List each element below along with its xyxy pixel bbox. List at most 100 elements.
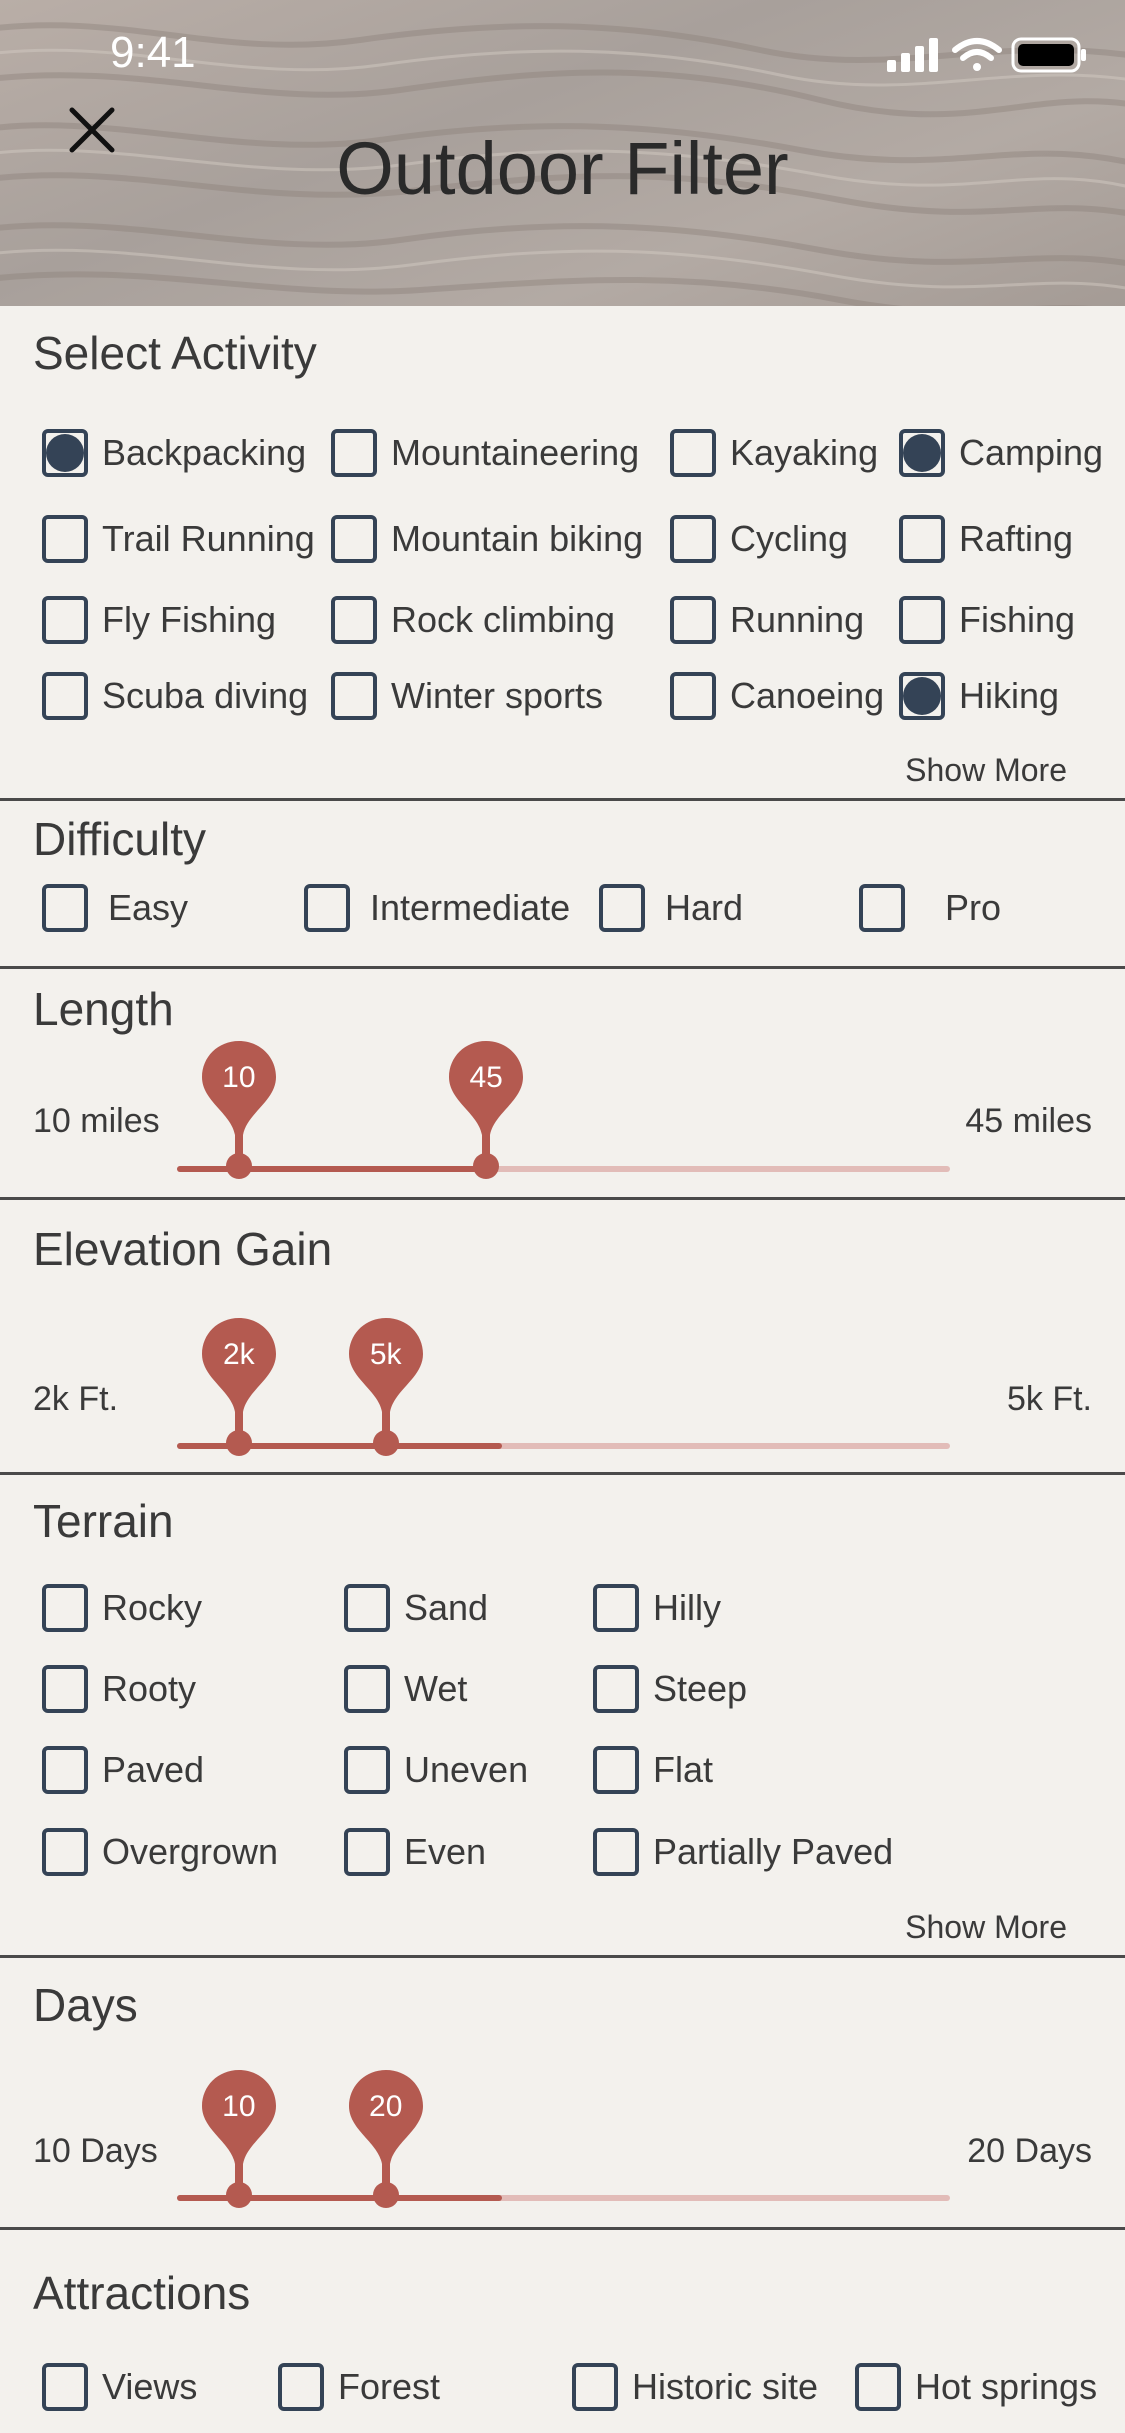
divider xyxy=(0,2227,1125,2230)
days-slider-fill xyxy=(177,2195,502,2201)
activity-option-kayaking[interactable]: Kayaking xyxy=(670,429,878,477)
checkbox[interactable] xyxy=(344,1828,390,1876)
checkbox[interactable] xyxy=(278,2363,324,2411)
attractions-option-hot-springs[interactable]: Hot springs xyxy=(855,2363,1097,2411)
activity-option-rafting[interactable]: Rafting xyxy=(899,515,1073,563)
terrain-option-overgrown[interactable]: Overgrown xyxy=(42,1828,278,1876)
difficulty-option-pro[interactable]: Pro xyxy=(859,884,1001,932)
days-max-handle[interactable]: 20 xyxy=(348,2068,424,2208)
activity-option-camping[interactable]: Camping xyxy=(899,429,1103,477)
terrain-option-rooty[interactable]: Rooty xyxy=(42,1665,196,1713)
activity-option-fly-fishing[interactable]: Fly Fishing xyxy=(42,596,276,644)
checkbox[interactable] xyxy=(670,515,716,563)
activity-option-trail-running[interactable]: Trail Running xyxy=(42,515,315,563)
checkbox[interactable] xyxy=(42,515,88,563)
checkbox-label: Mountaineering xyxy=(391,432,640,473)
length-min-handle[interactable]: 10 xyxy=(201,1039,277,1179)
checkbox-label: Forest xyxy=(338,2366,441,2407)
terrain-option-even[interactable]: Even xyxy=(344,1828,486,1876)
slider-handle-value: 10 xyxy=(222,2090,256,2123)
checkbox[interactable] xyxy=(670,672,716,720)
checkbox[interactable] xyxy=(670,429,716,477)
elevation-min-handle[interactable]: 2k xyxy=(201,1316,277,1456)
checkbox-label: Historic site xyxy=(632,2366,819,2407)
terrain-option-wet[interactable]: Wet xyxy=(344,1665,467,1713)
divider xyxy=(0,1955,1125,1958)
checkbox[interactable] xyxy=(859,884,905,932)
attractions-option-forest[interactable]: Forest xyxy=(278,2363,440,2411)
elevation-slider-track xyxy=(177,1443,950,1449)
attractions-option-historic-site[interactable]: Historic site xyxy=(572,2363,818,2411)
terrain-option-rocky[interactable]: Rocky xyxy=(42,1584,202,1632)
terrain-option-hilly[interactable]: Hilly xyxy=(593,1584,721,1632)
page-title: Outdoor Filter xyxy=(336,127,789,210)
checkbox[interactable] xyxy=(599,884,645,932)
difficulty-option-intermediate[interactable]: Intermediate xyxy=(304,884,570,932)
section-title-length: Length xyxy=(33,983,174,1035)
activity-option-fishing[interactable]: Fishing xyxy=(899,596,1075,644)
activity-option-winter-sports[interactable]: Winter sports xyxy=(331,672,603,720)
checkbox[interactable] xyxy=(331,596,377,644)
checkbox[interactable] xyxy=(899,429,945,477)
activity-option-backpacking[interactable]: Backpacking xyxy=(42,429,306,477)
checkbox[interactable] xyxy=(42,1828,88,1876)
checkbox[interactable] xyxy=(42,596,88,644)
activity-option-rock-climbing[interactable]: Rock climbing xyxy=(331,596,615,644)
difficulty-option-hard[interactable]: Hard xyxy=(599,884,743,932)
close-button[interactable] xyxy=(62,100,122,160)
checkbox-label: Scuba diving xyxy=(102,675,309,716)
checkbox[interactable] xyxy=(42,1746,88,1794)
activity-option-mountain-biking[interactable]: Mountain biking xyxy=(331,515,643,563)
terrain-option-uneven[interactable]: Uneven xyxy=(344,1746,528,1794)
checkbox[interactable] xyxy=(593,1584,639,1632)
slider-handle-value: 2k xyxy=(222,1338,255,1371)
checkbox[interactable] xyxy=(899,515,945,563)
checkbox[interactable] xyxy=(344,1746,390,1794)
checkbox-label: Canoeing xyxy=(730,675,885,716)
location-pin-icon xyxy=(449,1041,524,1179)
activity-option-hiking[interactable]: Hiking xyxy=(899,672,1059,720)
activity-option-running[interactable]: Running xyxy=(670,596,864,644)
checkbox[interactable] xyxy=(331,429,377,477)
activity-option-canoeing[interactable]: Canoeing xyxy=(670,672,884,720)
checkbox[interactable] xyxy=(899,672,945,720)
checkbox[interactable] xyxy=(331,515,377,563)
activity-show-more-link[interactable]: Show More xyxy=(905,752,1067,788)
checkbox[interactable] xyxy=(42,2363,88,2411)
checkbox[interactable] xyxy=(593,1665,639,1713)
activity-option-scuba-diving[interactable]: Scuba diving xyxy=(42,672,308,720)
terrain-option-sand[interactable]: Sand xyxy=(344,1584,488,1632)
checkbox[interactable] xyxy=(304,884,350,932)
days-min-handle[interactable]: 10 xyxy=(201,2068,277,2208)
checkbox[interactable] xyxy=(899,596,945,644)
checkbox[interactable] xyxy=(42,672,88,720)
checkbox[interactable] xyxy=(331,672,377,720)
terrain-option-flat[interactable]: Flat xyxy=(593,1746,713,1794)
days-min-label: 10 Days xyxy=(33,2132,158,2170)
terrain-show-more-link[interactable]: Show More xyxy=(905,1909,1067,1945)
elevation-max-handle[interactable]: 5k xyxy=(348,1316,424,1456)
checkbox[interactable] xyxy=(344,1665,390,1713)
checkbox[interactable] xyxy=(42,1665,88,1713)
checkbox[interactable] xyxy=(42,429,88,477)
elevation-slider-fill xyxy=(177,1443,502,1449)
terrain-option-paved[interactable]: Paved xyxy=(42,1746,204,1794)
difficulty-option-easy[interactable]: Easy xyxy=(42,884,188,932)
attractions-option-views[interactable]: Views xyxy=(42,2363,197,2411)
checkbox[interactable] xyxy=(593,1746,639,1794)
activity-option-cycling[interactable]: Cycling xyxy=(670,515,848,563)
checkbox-label: Intermediate xyxy=(370,887,571,928)
checkbox[interactable] xyxy=(593,1828,639,1876)
checkbox[interactable] xyxy=(344,1584,390,1632)
terrain-option-partially-paved[interactable]: Partially Paved xyxy=(593,1828,893,1876)
elevation-max-label: 5k Ft. xyxy=(1006,1380,1092,1418)
activity-option-mountaineering[interactable]: Mountaineering xyxy=(331,429,639,477)
length-max-handle[interactable]: 45 xyxy=(448,1039,524,1179)
checkbox[interactable] xyxy=(670,596,716,644)
checkbox[interactable] xyxy=(855,2363,901,2411)
checkbox-label: Views xyxy=(102,2366,198,2407)
checkbox[interactable] xyxy=(42,1584,88,1632)
checkbox[interactable] xyxy=(572,2363,618,2411)
checkbox[interactable] xyxy=(42,884,88,932)
terrain-option-steep[interactable]: Steep xyxy=(593,1665,747,1713)
